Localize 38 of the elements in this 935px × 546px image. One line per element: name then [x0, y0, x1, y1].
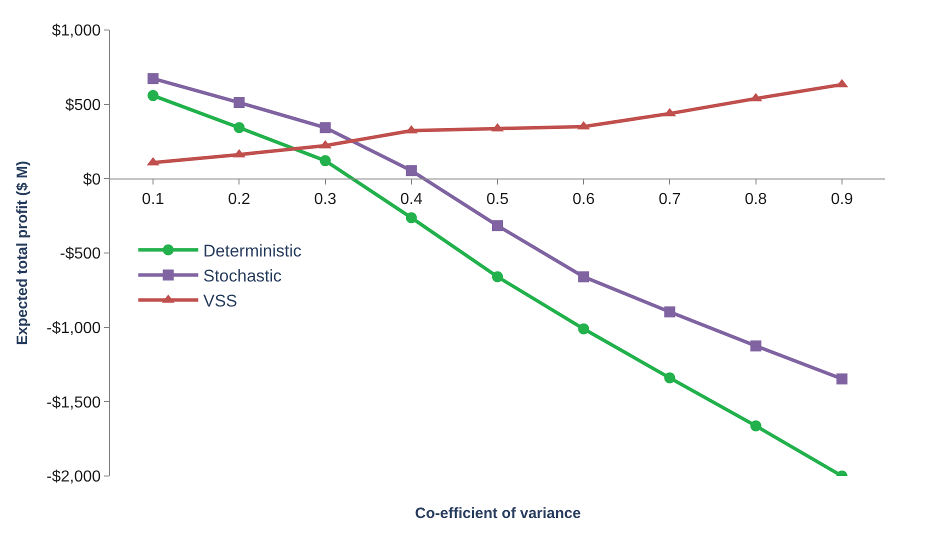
- point: [148, 73, 159, 84]
- y-tick-label: -$2,000: [46, 468, 101, 486]
- point: [406, 165, 417, 176]
- point: [234, 122, 245, 134]
- y-tick-label: $0: [83, 171, 101, 188]
- y-tick-label: -$1,000: [46, 320, 101, 337]
- y-tick-label: $1,000: [52, 22, 101, 40]
- point: [320, 155, 331, 166]
- point: [148, 90, 159, 102]
- x-tick-label: 0.2: [228, 190, 250, 208]
- point: [836, 373, 848, 384]
- point: [750, 420, 762, 432]
- point: [664, 372, 676, 384]
- y-tick-label: -$500: [60, 246, 101, 263]
- y-axis-title: Expected total profit ($ M): [14, 160, 31, 346]
- x-tick-label: 0.6: [572, 190, 595, 208]
- point: [406, 212, 417, 224]
- x-tick-label: 0.3: [314, 190, 336, 208]
- point: [578, 271, 590, 282]
- legend-label: Stochastic: [203, 266, 282, 286]
- x-tick-label: 0.5: [486, 190, 509, 208]
- y-tick-label: -$1,500: [46, 394, 101, 412]
- point: [578, 323, 590, 334]
- x-tick-label: 0.7: [658, 190, 681, 208]
- x-tick-label: 0.1: [142, 190, 164, 208]
- y-tick-label: $500: [65, 96, 101, 114]
- x-tick-label: 0.8: [744, 190, 768, 208]
- point: [320, 122, 331, 134]
- point: [234, 97, 245, 108]
- x-axis-title: Co-efficient of variance: [415, 505, 581, 522]
- x-tick-label: 0.4: [400, 190, 423, 208]
- point: [492, 271, 503, 282]
- legend-label: VSS: [203, 292, 238, 311]
- point: [664, 306, 676, 318]
- point: [750, 340, 762, 352]
- x-tick-label: 0.9: [830, 190, 854, 208]
- point: [492, 220, 503, 232]
- legend-label: Deterministic: [203, 241, 302, 260]
